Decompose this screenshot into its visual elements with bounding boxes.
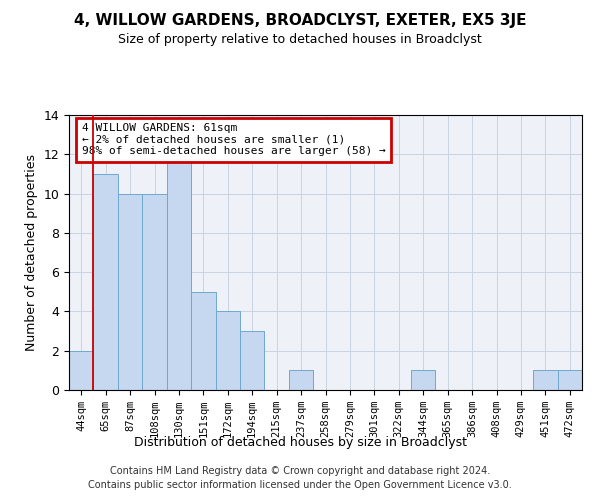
Bar xyxy=(142,194,167,390)
Text: Size of property relative to detached houses in Broadclyst: Size of property relative to detached ho… xyxy=(118,32,482,46)
Bar xyxy=(533,370,557,390)
Bar xyxy=(411,370,436,390)
Y-axis label: Number of detached properties: Number of detached properties xyxy=(25,154,38,351)
Bar xyxy=(118,194,142,390)
Bar xyxy=(167,154,191,390)
Bar xyxy=(215,312,240,390)
Text: Contains public sector information licensed under the Open Government Licence v3: Contains public sector information licen… xyxy=(88,480,512,490)
Bar xyxy=(240,331,265,390)
Text: Distribution of detached houses by size in Broadclyst: Distribution of detached houses by size … xyxy=(133,436,467,449)
Text: 4 WILLOW GARDENS: 61sqm
← 2% of detached houses are smaller (1)
98% of semi-deta: 4 WILLOW GARDENS: 61sqm ← 2% of detached… xyxy=(82,123,386,156)
Bar xyxy=(94,174,118,390)
Bar xyxy=(69,350,94,390)
Text: Contains HM Land Registry data © Crown copyright and database right 2024.: Contains HM Land Registry data © Crown c… xyxy=(110,466,490,476)
Bar xyxy=(191,292,215,390)
Bar xyxy=(289,370,313,390)
Bar xyxy=(557,370,582,390)
Text: 4, WILLOW GARDENS, BROADCLYST, EXETER, EX5 3JE: 4, WILLOW GARDENS, BROADCLYST, EXETER, E… xyxy=(74,12,526,28)
